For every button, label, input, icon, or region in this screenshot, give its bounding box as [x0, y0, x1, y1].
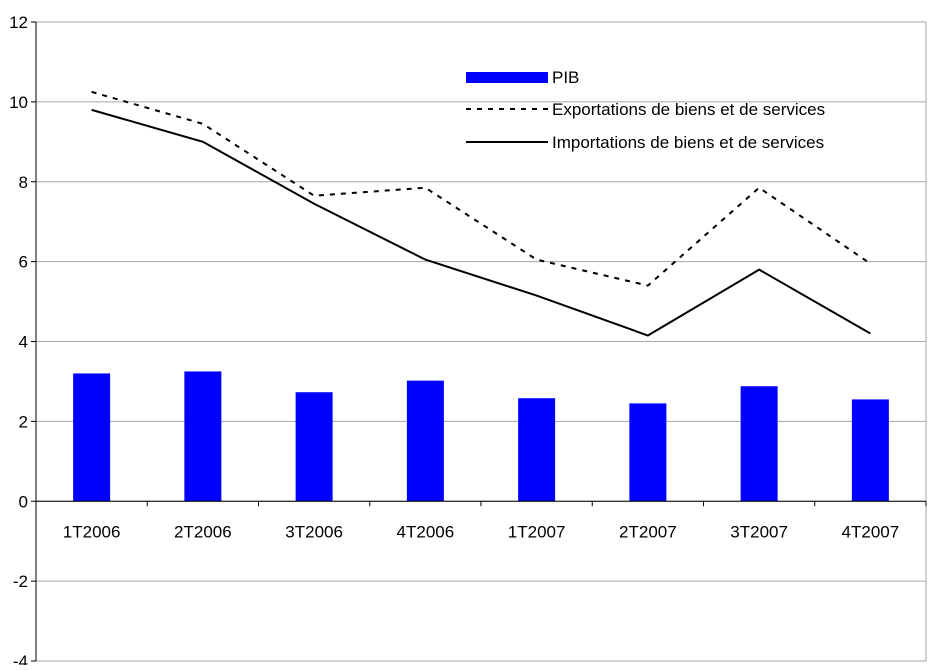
x-tick-label: 1T2006 — [63, 522, 121, 541]
line-exportations — [91, 90, 871, 287]
legend-swatch-pib — [466, 72, 548, 83]
line-importations — [91, 108, 871, 337]
y-tick-label: 0 — [19, 492, 28, 511]
x-tick-label: 2T2007 — [619, 522, 677, 541]
bar-pib — [406, 380, 444, 502]
x-tick-label: 3T2007 — [730, 522, 788, 541]
legend-label: Exportations de biens et de services — [552, 100, 825, 119]
y-tick-label: 6 — [19, 253, 28, 272]
x-tick-label: 2T2006 — [174, 522, 232, 541]
legend-label: Importations de biens et de services — [552, 133, 824, 152]
bar-pib — [740, 386, 778, 502]
bar-series — [73, 371, 889, 502]
bar-pib — [851, 399, 889, 502]
axes: -4 -2 0 2 4 6 8 10 12 1T2006 2T2006 3T2006 4T2006 1T2… — [9, 13, 927, 670]
y-tick-label: 4 — [19, 333, 28, 352]
y-tick-label: 2 — [19, 412, 28, 431]
bar-pib — [629, 403, 667, 502]
y-tick-label: -2 — [13, 572, 28, 591]
y-tick-label: 10 — [9, 93, 28, 112]
line-series — [91, 90, 871, 337]
legend: PIB Exportations de biens et de services I… — [466, 68, 825, 152]
x-tick-label: 4T2007 — [842, 522, 900, 541]
bar-pib — [518, 398, 556, 502]
bar-pib — [73, 373, 111, 502]
x-tick-label: 4T2006 — [397, 522, 455, 541]
x-tick-label: 3T2006 — [285, 522, 343, 541]
legend-label: PIB — [552, 68, 579, 87]
x-tick-label: 1T2007 — [508, 522, 566, 541]
y-tick-label: 12 — [9, 13, 28, 32]
bar-pib — [295, 392, 333, 502]
y-tick-label: 8 — [19, 173, 28, 192]
bar-pib — [184, 371, 222, 502]
y-tick-label: -4 — [13, 652, 28, 665]
